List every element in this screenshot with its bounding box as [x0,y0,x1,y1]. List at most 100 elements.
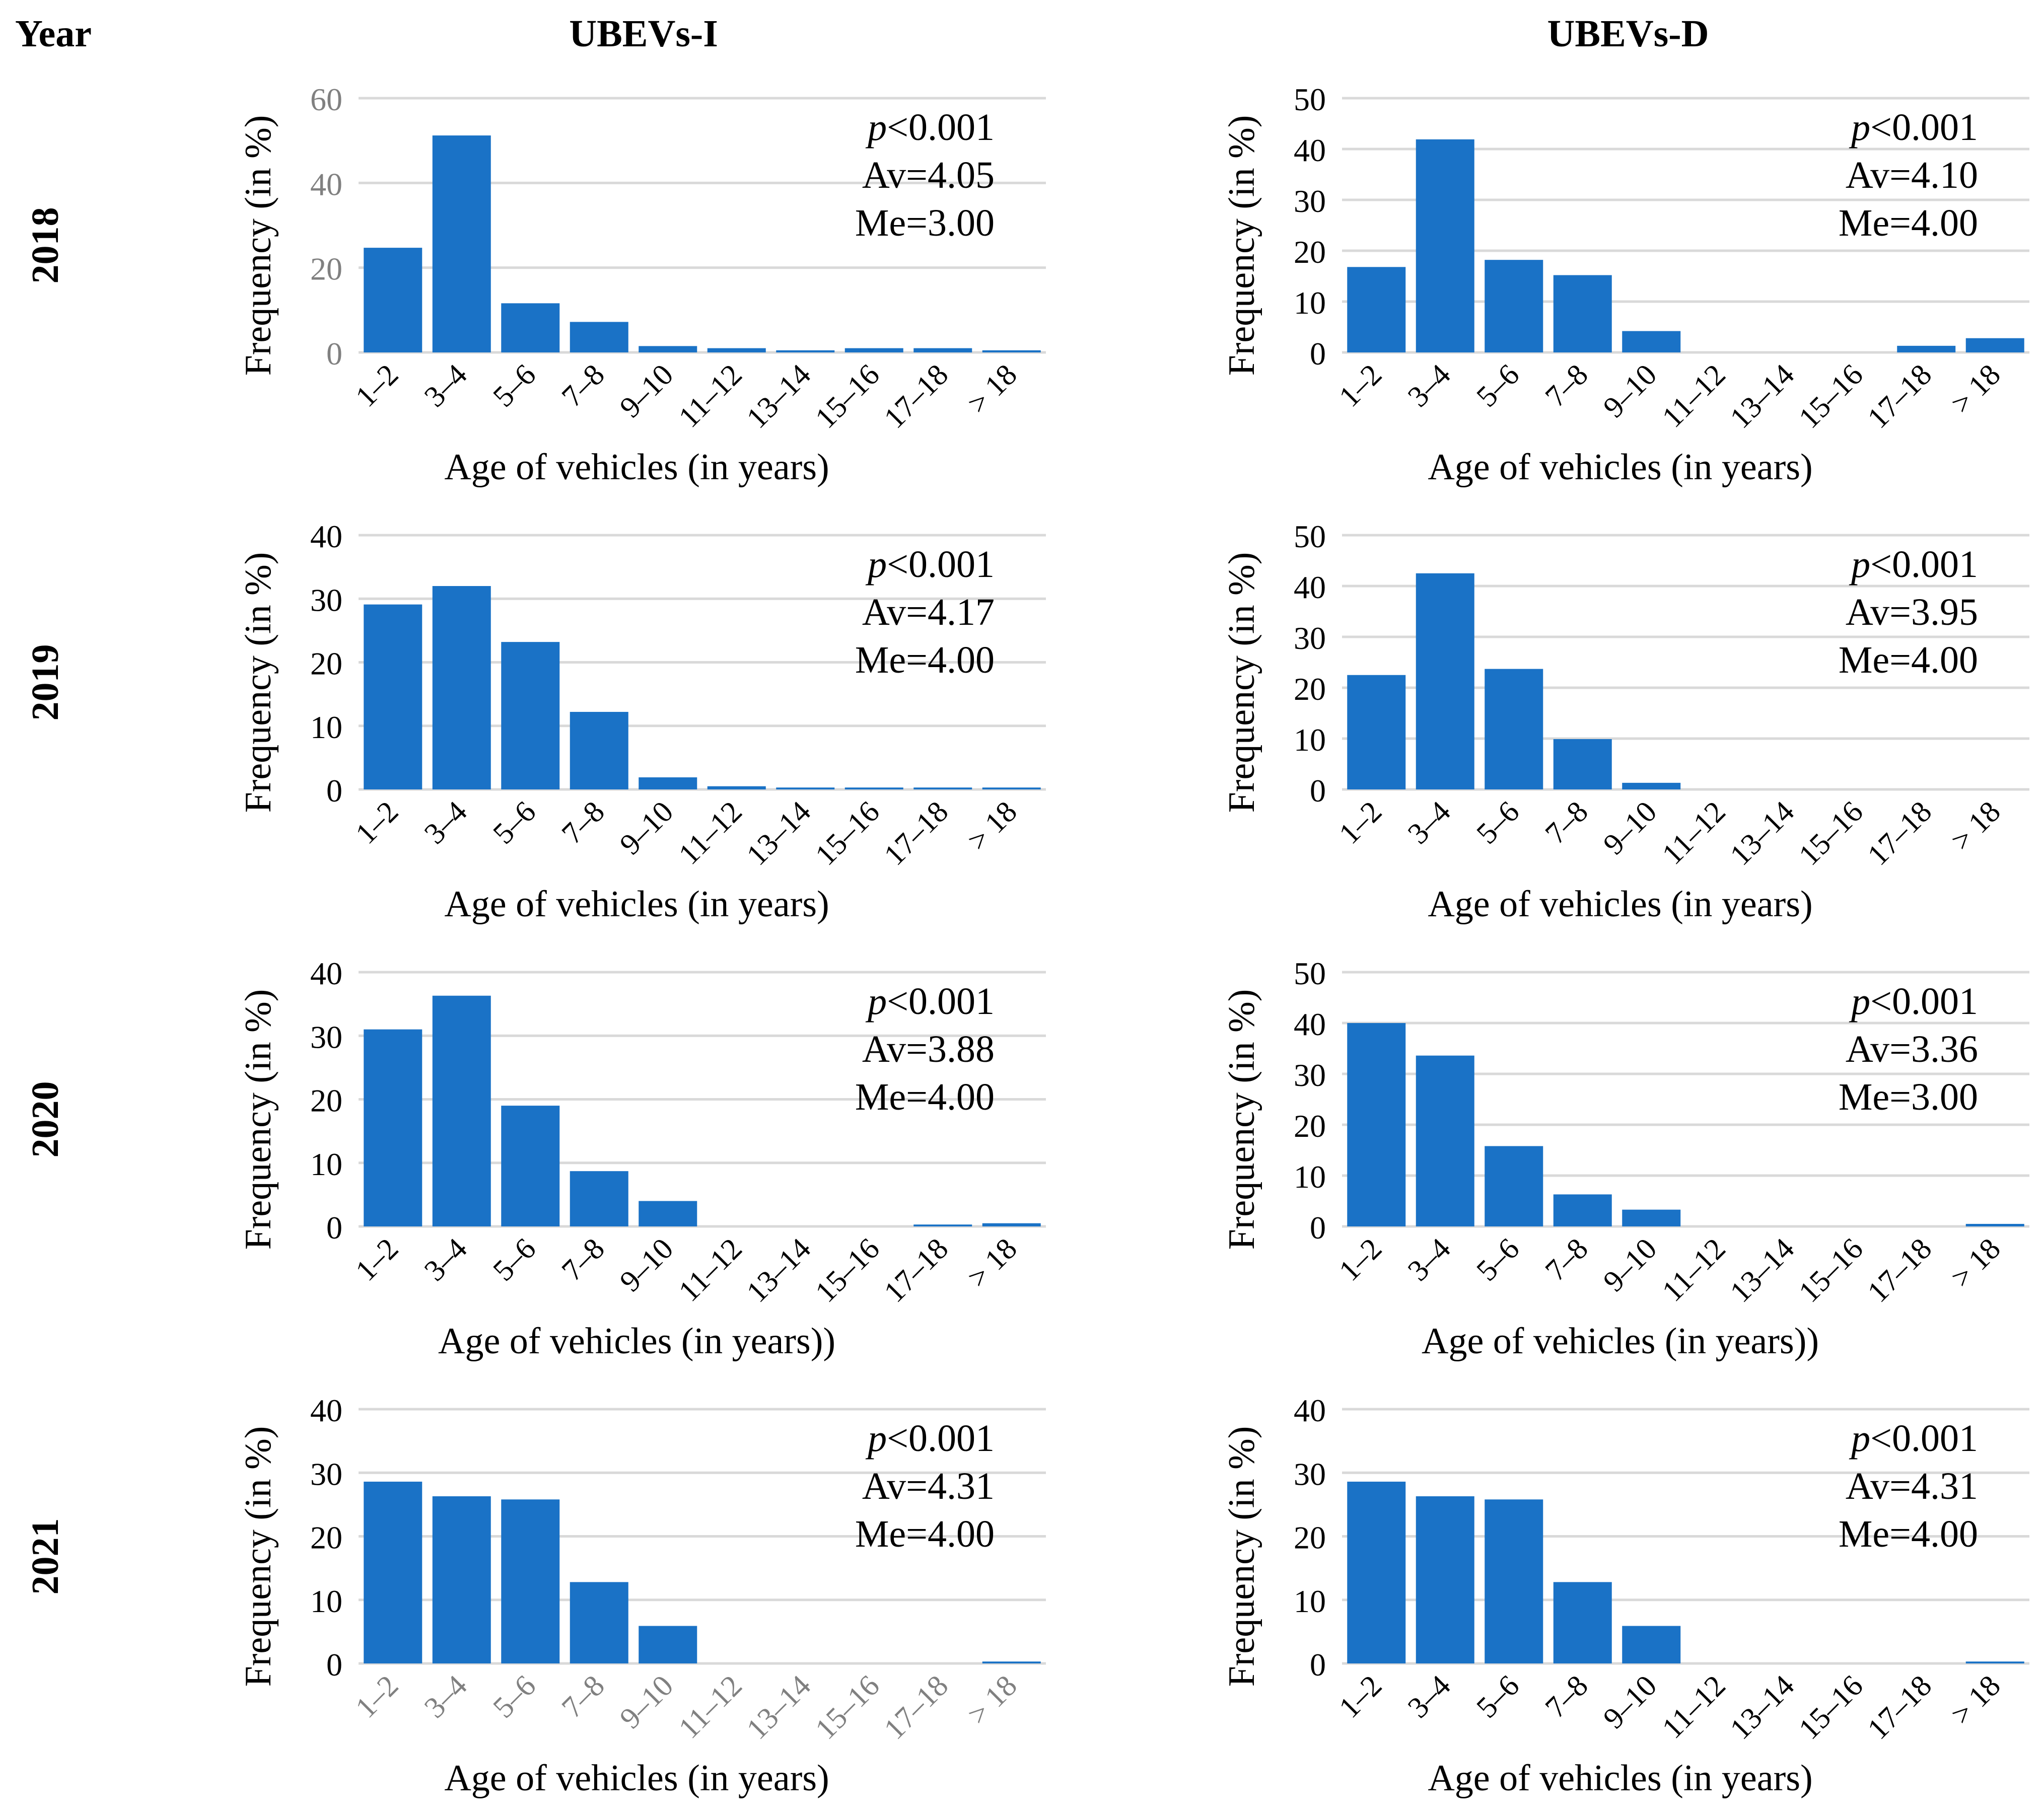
x-tick-label: 17–18 [1861,795,1938,872]
y-tick-label: 0 [326,336,342,372]
x-tick-label: 9–10 [1597,1669,1663,1735]
stat-p-value: p<0.001 [865,980,995,1023]
stat-median: Me=4.00 [1839,639,1978,681]
bar-1-2 [1347,675,1406,789]
x-tick-label: 15–16 [1792,1669,1869,1746]
bar-18 [982,787,1041,789]
x-tick-label: 3–4 [1401,1232,1457,1287]
bar-9-10 [639,1201,697,1226]
x-axis-title: Age of vehicles (in years) [1428,1758,1812,1799]
y-tick-label: 20 [310,251,342,287]
x-tick-label: 5–6 [486,795,542,850]
stat-average: Av=4.31 [862,1465,995,1507]
bar-11-12 [707,348,766,352]
stat-median: Me=3.00 [855,202,995,244]
year-label-2019: 2019 [24,644,66,721]
stat-p-value: p<0.001 [1849,106,1978,149]
year-label-2018: 2018 [24,207,66,284]
x-tick-label: 5–6 [1470,795,1525,850]
y-tick-label: 30 [310,1456,342,1492]
y-tick-label: 40 [310,1393,342,1428]
x-tick-label: 7–8 [1539,1669,1594,1724]
bar-5-6 [1485,669,1543,789]
year-label-2020: 2020 [24,1081,66,1158]
x-tick-label: > 18 [961,1232,1023,1294]
x-tick-label: 1–2 [1332,1232,1388,1287]
x-tick-label: 13–14 [740,358,817,435]
y-tick-label: 20 [310,1083,342,1119]
stat-average: Av=4.17 [862,591,995,633]
x-axis-title: Age of vehicles (in years) [444,1758,829,1799]
bar-18 [982,1223,1041,1226]
x-tick-label: 7–8 [1539,358,1594,413]
y-tick-label: 0 [326,773,342,809]
bar-9-10 [639,346,697,352]
x-axis-title: Age of vehicles (in years) [444,884,829,925]
x-axis-title: Age of vehicles (in years) [1428,447,1812,488]
y-axis-title: Frequency (in %) [238,989,279,1250]
x-tick-label: > 18 [961,1669,1023,1731]
y-tick-label: 30 [1294,1456,1326,1492]
x-tick-label: 5–6 [486,1232,542,1287]
bar-7-8 [570,1171,628,1226]
bar-3-4 [432,1496,491,1663]
bar-5-6 [501,303,560,352]
y-tick-label: 10 [1294,1159,1326,1195]
y-tick-label: 20 [310,646,342,682]
chart-2021-ubevs-i: 0 10 20 30 40 1–2 3–4 5–6 7–8 9–1011–1213–1415–16… [238,1393,1046,1799]
y-tick-label: 0 [1310,773,1326,809]
x-tick-label: 11–12 [672,358,748,434]
bar-7-8 [570,711,628,789]
year-header: Year [15,13,92,55]
x-tick-label: 13–14 [1724,1669,1801,1746]
x-tick-label: 3–4 [1401,1669,1457,1724]
x-tick-label: 17–18 [1861,358,1938,435]
bar-7-8 [1553,739,1612,789]
x-tick-label: 13–14 [1724,1232,1801,1309]
bar-1-2 [1347,1481,1406,1663]
y-tick-label: 20 [1294,671,1326,707]
bar-15-16 [844,348,903,352]
x-tick-label: 9–10 [613,1232,680,1298]
bar-1-2 [1347,267,1406,352]
y-tick-label: 40 [310,956,342,991]
y-tick-label: 20 [1294,1108,1326,1144]
bar-3-4 [1416,1496,1474,1663]
stat-median: Me=4.00 [855,1076,995,1118]
x-tick-label: 11–12 [1656,1669,1732,1745]
x-tick-label: 11–12 [1656,1232,1732,1308]
x-tick-label: 15–16 [809,358,886,435]
x-tick-label: 11–12 [672,795,748,871]
bar-17-18 [913,787,972,789]
x-tick-label: 13–14 [1724,795,1801,872]
y-axis-title: Frequency (in %) [1221,552,1262,813]
x-tick-label: 11–12 [672,1669,748,1745]
stat-average: Av=3.88 [862,1028,995,1070]
y-tick-label: 10 [1294,285,1326,321]
bar-5-6 [1485,260,1543,352]
x-tick-label: > 18 [1944,795,2007,857]
bar-7-8 [570,1582,628,1663]
stat-median: Me=4.00 [1839,1513,1978,1555]
x-tick-label: 1–2 [1332,1669,1388,1724]
x-tick-label: 15–16 [809,795,886,872]
bar-13-14 [776,350,835,352]
y-tick-label: 20 [310,1520,342,1556]
x-tick-label: 5–6 [486,358,542,413]
bar-3-4 [432,995,491,1226]
x-axis-title: Age of vehicles (in years)) [1422,1321,1819,1362]
stat-p-value: p<0.001 [1849,1417,1978,1460]
x-tick-label: 15–16 [1792,358,1869,435]
x-tick-label: 15–16 [809,1232,886,1309]
x-tick-label: 1–2 [1332,358,1388,413]
stat-average: Av=3.36 [1846,1028,1978,1070]
y-tick-label: 30 [1294,1057,1326,1093]
stat-median: Me=3.00 [1839,1076,1978,1118]
x-tick-label: 7–8 [555,795,611,850]
x-tick-label: 7–8 [1539,795,1594,850]
stat-p-value: p<0.001 [1849,543,1978,586]
x-tick-label: 9–10 [613,358,680,424]
x-tick-label: 3–4 [418,358,473,413]
stat-average: Av=4.10 [1846,154,1978,196]
